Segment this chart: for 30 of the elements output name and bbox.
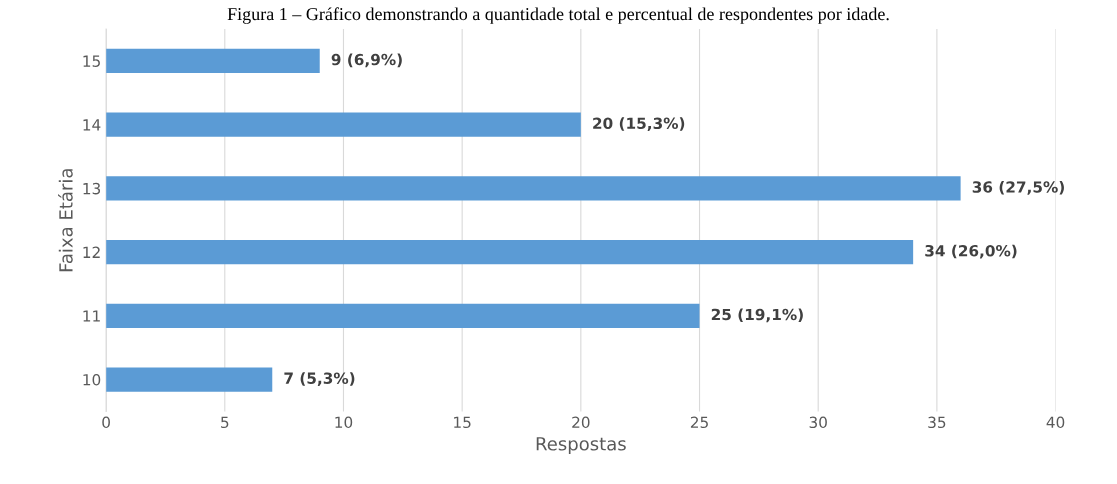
x-tick-label: 10	[335, 416, 353, 429]
x-tick-label: 35	[928, 416, 946, 429]
bar	[106, 367, 273, 392]
x-tick-label: 20	[572, 416, 590, 429]
bar	[106, 303, 700, 328]
y-tick-label: 15	[83, 55, 100, 67]
y-tick-label: 11	[83, 310, 100, 322]
y-tick-label: 12	[83, 246, 100, 258]
y-tick-label: 14	[83, 119, 101, 131]
bar	[106, 112, 581, 137]
chart-title: Figura 1 – Gráfico demonstrando a quantidade total e percentual de respondentes por idade.	[227, 7, 889, 24]
y-tick-label: 10	[83, 374, 101, 386]
x-tick-label: 0	[102, 416, 110, 429]
data-label: 34 (26,0%)	[925, 244, 1017, 259]
bar	[106, 48, 320, 74]
x-tick-label: 5	[221, 416, 229, 429]
x-tick-label: 15	[454, 416, 471, 429]
data-label: 36 (27,5%)	[972, 180, 1064, 195]
y-tick-label: 13	[83, 182, 101, 195]
bar	[106, 239, 914, 265]
x-tick-label: 40	[1046, 416, 1065, 429]
x-tick-label: 25	[690, 416, 708, 429]
bar	[106, 176, 961, 201]
data-label: 7 (5,3%)	[284, 372, 355, 386]
data-label: 20 (15,3%)	[593, 117, 685, 132]
x-axis-title: Respostas	[536, 437, 626, 455]
x-tick-label: 30	[809, 416, 827, 429]
data-label: 25 (19,1%)	[711, 308, 803, 323]
data-label: 9 (6,9%)	[331, 53, 402, 68]
y-axis-title: Faixa Etária	[58, 169, 73, 272]
